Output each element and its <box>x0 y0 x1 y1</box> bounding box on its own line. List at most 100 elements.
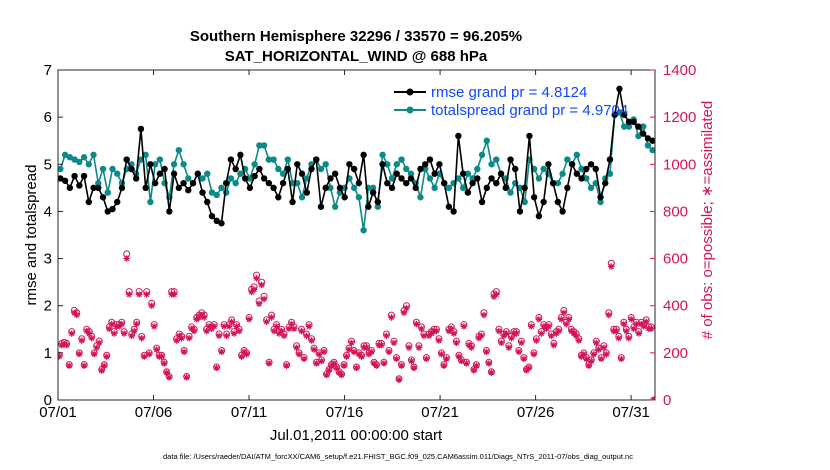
obs-assimilated-marker <box>635 330 642 337</box>
rmse-marker <box>137 125 145 133</box>
obs-assimilated-marker <box>393 355 400 363</box>
y-tick-label: 4 <box>44 203 52 220</box>
rmse-marker <box>540 198 547 206</box>
totalspread-marker <box>275 165 282 173</box>
obs-assimilated-marker <box>535 316 543 323</box>
totalspread-marker <box>355 194 363 201</box>
totalspread-marker <box>265 156 273 163</box>
rmse-marker <box>260 175 268 182</box>
rmse-marker <box>616 85 623 93</box>
obs-assimilated-marker <box>243 351 250 358</box>
totalspread-marker <box>218 184 225 192</box>
x-tick-label: 07/31 <box>612 404 650 421</box>
obs-assimilated-marker <box>283 362 290 370</box>
obs-assimilated-marker <box>395 376 403 383</box>
obs-assimilated-marker <box>628 316 635 323</box>
obs-assimilated-marker <box>128 332 135 340</box>
rmse-marker <box>398 175 405 182</box>
y2-axis-label: # of obs: o=possible; ∗=assimilated <box>699 101 716 340</box>
obs-assimilated-marker <box>485 360 493 367</box>
obs-assimilated-marker <box>385 348 393 356</box>
rmse-marker <box>369 189 377 196</box>
y2-tick-label: 200 <box>663 345 688 362</box>
y-tick-label: 2 <box>44 298 52 315</box>
totalspread-marker <box>80 154 88 161</box>
rmse-marker <box>147 161 154 168</box>
obs-assimilated-marker <box>345 346 353 353</box>
totalspread-marker <box>639 123 647 130</box>
obs-assimilated-marker <box>398 362 405 370</box>
rmse-marker <box>123 156 130 163</box>
obs-assimilated-marker <box>325 367 333 374</box>
rmse-marker <box>431 170 438 177</box>
obs-assimilated-marker <box>133 320 140 328</box>
obs-assimilated-marker <box>428 330 435 337</box>
totalspread-marker <box>507 189 514 196</box>
totalspread-marker <box>649 146 655 154</box>
obs-assimilated-marker <box>493 291 500 298</box>
obs-assimilated-marker <box>333 364 340 372</box>
totalspread-marker <box>170 161 178 168</box>
rmse-marker <box>478 198 486 206</box>
rmse-marker <box>156 170 164 177</box>
totalspread-marker <box>431 184 438 192</box>
rmse-marker <box>611 111 618 118</box>
totalspread-marker <box>483 137 490 144</box>
rmse-marker <box>602 179 609 187</box>
obs-assimilated-marker <box>355 351 363 358</box>
rmse-marker <box>583 165 590 173</box>
rmse-marker <box>587 161 595 168</box>
totalspread-marker <box>540 165 547 173</box>
totalspread-marker <box>246 175 254 182</box>
obs-assimilated-marker <box>543 325 550 333</box>
legend-spread-label: totalspread grand pr = 4.9704 <box>431 102 628 119</box>
rmse-marker <box>218 220 225 227</box>
rmse-marker <box>208 212 216 220</box>
totalspread-marker <box>445 184 453 192</box>
obs-assimilated-marker <box>170 291 178 298</box>
obs-assimilated-marker <box>205 323 213 330</box>
obs-assimilated-marker <box>213 364 220 372</box>
rmse-marker <box>545 161 552 168</box>
totalspread-marker <box>578 165 585 173</box>
rmse-marker <box>189 179 197 187</box>
totalspread-marker <box>426 175 434 182</box>
obs-assimilated-marker <box>310 346 318 353</box>
obs-assimilated-marker <box>550 342 558 349</box>
obs-assimilated-marker <box>533 337 540 344</box>
rmse-marker <box>426 156 434 163</box>
totalspread-marker <box>621 123 628 130</box>
rmse-marker <box>559 208 566 215</box>
obs-assimilated-marker <box>275 330 283 337</box>
obs-assimilated-marker <box>583 355 590 363</box>
rmse-marker <box>95 184 102 192</box>
obs-assimilated-marker <box>108 320 115 328</box>
totalspread-marker <box>521 198 528 206</box>
obs-assimilated-marker <box>573 332 580 340</box>
totalspread-marker <box>464 170 472 177</box>
x-tick-label: 07/01 <box>39 404 77 421</box>
obs-assimilated-marker <box>63 342 70 349</box>
obs-assimilated-marker <box>448 325 455 333</box>
obs-assimilated-marker <box>420 332 428 340</box>
obs-assimilated-marker <box>315 351 323 358</box>
rmse-marker <box>422 161 429 168</box>
rmse-marker <box>630 118 637 126</box>
rmse-marker <box>521 184 528 192</box>
obs-assimilated-marker <box>103 353 110 360</box>
obs-assimilated-marker <box>265 360 273 367</box>
totalspread-marker <box>298 194 306 201</box>
totalspread-marker <box>58 165 64 173</box>
y-axis-label: rmse and totalspread <box>23 165 40 306</box>
obs-assimilated-marker <box>370 360 378 367</box>
rmse-marker <box>265 179 273 187</box>
obs-assimilated-marker <box>150 323 158 330</box>
obs-assimilated-marker <box>250 286 258 293</box>
rmse-marker <box>535 212 543 220</box>
obs-assimilated-marker <box>335 369 343 376</box>
totalspread-marker <box>114 170 121 177</box>
rmse-marker <box>99 194 107 201</box>
obs-assimilated-marker <box>288 320 295 328</box>
obs-assimilated-marker <box>570 330 578 337</box>
obs-assimilated-marker <box>418 325 425 333</box>
